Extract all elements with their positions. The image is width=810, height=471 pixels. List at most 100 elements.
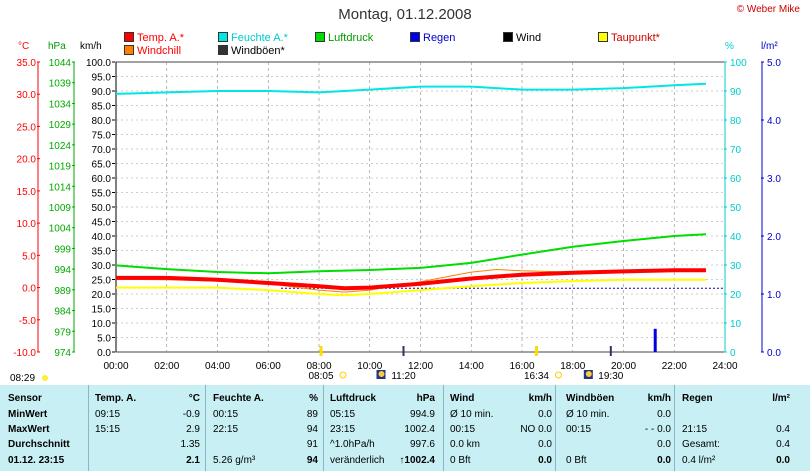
stats-time: 00:15 bbox=[566, 423, 591, 437]
x-tick-label: 24:00 bbox=[712, 361, 737, 372]
press-tick-label: 1029 bbox=[49, 120, 72, 131]
stats-separator bbox=[88, 385, 89, 471]
stats-value: 94 bbox=[270, 454, 318, 468]
temp-tick-label: 5.0 bbox=[22, 251, 36, 262]
temp-tick-label: 35.0 bbox=[17, 58, 37, 69]
x-tick-label: 14:00 bbox=[459, 361, 484, 372]
moon-icon-disc bbox=[586, 371, 592, 377]
stats-separator bbox=[323, 385, 324, 471]
press-tick-label: 1014 bbox=[49, 182, 72, 193]
temp-tick-label: 30.0 bbox=[17, 90, 37, 101]
stats-value: 1.35 bbox=[150, 438, 200, 452]
sunrise-label: 08:29 bbox=[10, 373, 35, 384]
stats-value: 91 bbox=[270, 438, 318, 452]
stats-value: 0.4 bbox=[730, 438, 790, 452]
stats-unit: km/h bbox=[500, 392, 552, 406]
press-tick-label: 974 bbox=[54, 348, 71, 359]
wind-tick-label: 70.0 bbox=[92, 145, 112, 156]
wind-tick-label: 25.0 bbox=[92, 276, 112, 287]
stats-time: Ø 10 min. bbox=[450, 408, 493, 422]
stats-value: 0.0 bbox=[500, 408, 552, 422]
wind-tick-label: 65.0 bbox=[92, 160, 112, 171]
stats-time: 0 Bft bbox=[566, 454, 587, 468]
stats-header: Temp. A. bbox=[95, 392, 136, 406]
temp-tick-label: -5.0 bbox=[19, 316, 37, 327]
press-tick-label: 1034 bbox=[49, 99, 72, 110]
stats-time: 5.26 g/m³ bbox=[213, 454, 255, 468]
stats-value: 0.0 bbox=[730, 454, 790, 468]
hum-tick-label: 30 bbox=[730, 261, 742, 272]
stats-value: 2.1 bbox=[150, 454, 200, 468]
stats-value: - - 0.0 bbox=[615, 423, 671, 437]
stats-header: Luftdruck bbox=[330, 392, 376, 406]
time-marker-label: 11:20 bbox=[391, 371, 416, 382]
stats-unit: l/m² bbox=[730, 392, 790, 406]
stats-value: 0.4 bbox=[730, 423, 790, 437]
time-marker-label: 16:34 bbox=[524, 371, 549, 382]
stats-separator bbox=[674, 385, 675, 471]
rain-tick-label: 5.0 bbox=[767, 58, 781, 69]
press-tick-label: 1004 bbox=[49, 224, 72, 235]
wind-tick-label: 20.0 bbox=[92, 290, 112, 301]
stats-time: 00:15 bbox=[450, 423, 475, 437]
stats-header: Feuchte A. bbox=[213, 392, 264, 406]
stats-time: 05:15 bbox=[330, 408, 355, 422]
hum-tick-label: 20 bbox=[730, 290, 742, 301]
stats-header: Wind bbox=[450, 392, 474, 406]
stats-value: 0.0 bbox=[615, 408, 671, 422]
stats-time: 21:15 bbox=[682, 423, 707, 437]
press-tick-label: 994 bbox=[54, 265, 71, 276]
wind-tick-label: 45.0 bbox=[92, 218, 112, 229]
temp-tick-label: 15.0 bbox=[17, 187, 37, 198]
rain-tick-label: 4.0 bbox=[767, 116, 781, 127]
stats-row-label: MinWert bbox=[8, 408, 47, 422]
press-tick-label: 984 bbox=[54, 307, 71, 318]
stats-value: 0.0 bbox=[615, 454, 671, 468]
stats-unit: km/h bbox=[615, 392, 671, 406]
press-tick-label: 999 bbox=[54, 244, 71, 255]
temp-tick-label: 25.0 bbox=[17, 122, 37, 133]
stats-time: 09:15 bbox=[95, 408, 120, 422]
stats-time: veränderlich bbox=[330, 454, 384, 468]
wind-tick-label: 30.0 bbox=[92, 261, 112, 272]
wind-tick-label: 55.0 bbox=[92, 189, 112, 200]
stats-header: Regen bbox=[682, 392, 713, 406]
wind-tick-label: 35.0 bbox=[92, 247, 112, 258]
hum-tick-label: 70 bbox=[730, 145, 742, 156]
stats-time: 22:15 bbox=[213, 423, 238, 437]
wind-tick-label: 0.0 bbox=[97, 348, 111, 359]
wind-tick-label: 10.0 bbox=[92, 319, 112, 330]
stats-table: Sensor MinWert MaxWert Durchschnitt 01.12. 2… bbox=[0, 385, 810, 471]
press-tick-label: 979 bbox=[54, 327, 71, 338]
stats-value: ↑1002.4 bbox=[385, 454, 435, 468]
stats-value: NO 0.0 bbox=[500, 423, 552, 437]
stats-value: 997.6 bbox=[385, 438, 435, 452]
wind-tick-label: 50.0 bbox=[92, 203, 112, 214]
wind-tick-label: 15.0 bbox=[92, 305, 112, 316]
stats-value: 0.0 bbox=[500, 438, 552, 452]
x-tick-label: 00:00 bbox=[103, 361, 128, 372]
stats-value: 994.9 bbox=[385, 408, 435, 422]
wind-tick-label: 40.0 bbox=[92, 232, 112, 243]
stats-value: 1002.4 bbox=[385, 423, 435, 437]
wind-tick-label: 95.0 bbox=[92, 73, 112, 84]
stats-value: -0.9 bbox=[150, 408, 200, 422]
temp-tick-label: 0.0 bbox=[22, 284, 36, 295]
rain-tick-label: 0.0 bbox=[767, 348, 781, 359]
wind-tick-label: 75.0 bbox=[92, 131, 112, 142]
wind-tick-label: 100.0 bbox=[86, 58, 111, 69]
x-tick-label: 04:00 bbox=[205, 361, 230, 372]
stats-time: 0.0 km bbox=[450, 438, 480, 452]
stats-row-label: Durchschnitt bbox=[8, 438, 70, 452]
wind-tick-label: 60.0 bbox=[92, 174, 112, 185]
x-tick-label: 02:00 bbox=[154, 361, 179, 372]
moon-time-marker bbox=[402, 346, 404, 356]
stats-time: 15:15 bbox=[95, 423, 120, 437]
temp-tick-label: 20.0 bbox=[17, 155, 37, 166]
chart-plot: 35.0 30.0 25.0 20.0 15.0 10.0 5.0 0.0 -5.0 -10.0 1… bbox=[0, 0, 810, 385]
rain-tick-label: 1.0 bbox=[767, 290, 781, 301]
stats-time: Ø 10 min. bbox=[566, 408, 609, 422]
time-marker-label: 08:05 bbox=[309, 371, 334, 382]
stats-separator bbox=[555, 385, 556, 471]
press-tick-label: 1024 bbox=[49, 141, 72, 152]
